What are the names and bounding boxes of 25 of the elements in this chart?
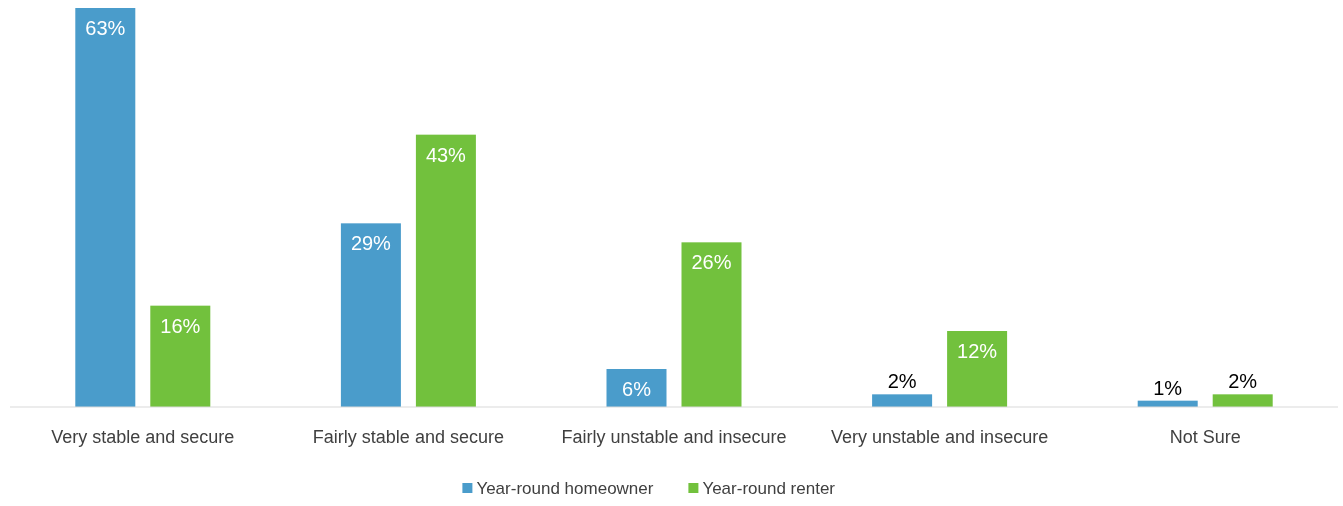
bar (681, 242, 742, 407)
legend-label: Year-round homeowner (476, 479, 654, 498)
data-label: 2% (1228, 370, 1258, 393)
bar (1212, 394, 1273, 407)
x-tick-label: Very unstable and insecure (831, 427, 1049, 447)
data-label: 2% (887, 370, 917, 393)
data-label: 63% (85, 17, 126, 39)
legend-label: Year-round renter (702, 479, 836, 498)
bar (75, 8, 136, 407)
data-label: 26% (691, 251, 732, 274)
bar (150, 305, 211, 407)
data-label: 29% (350, 232, 392, 255)
bar (340, 223, 401, 407)
bar (415, 134, 476, 407)
x-tick-label: Not Sure (1169, 427, 1241, 447)
x-tick-label: Very stable and secure (51, 427, 235, 447)
bar (872, 394, 933, 407)
data-label: 1% (1153, 376, 1183, 399)
data-label: 16% (160, 314, 201, 337)
x-tick-label: Fairly unstable and insecure (561, 427, 787, 447)
bar (947, 331, 1008, 407)
data-label: 6% (622, 378, 652, 400)
x-tick-label: Fairly stable and secure (312, 427, 504, 447)
data-label: 12% (957, 340, 998, 362)
data-label: 43% (425, 143, 467, 166)
